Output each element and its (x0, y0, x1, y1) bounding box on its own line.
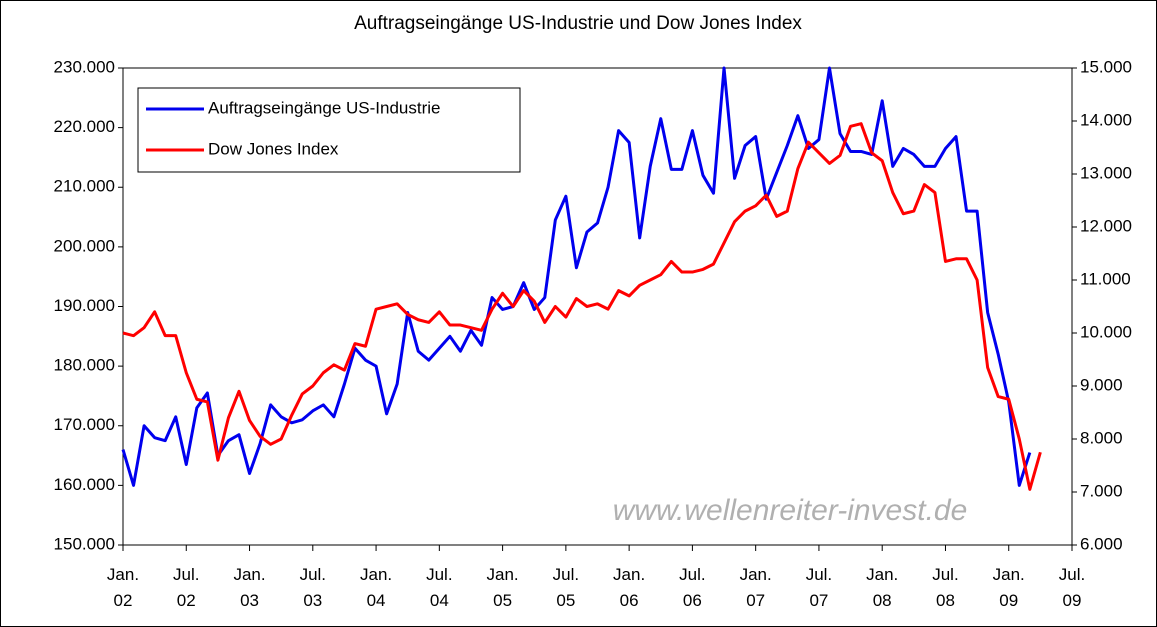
x-tick-label: Jan. 08 (866, 565, 899, 610)
y-tick-label: 170.000 (54, 415, 115, 434)
x-tick-label: Jan. 07 (739, 565, 772, 610)
y-tick-label: 210.000 (54, 177, 115, 196)
x-tick-label: Jul. 02 (173, 565, 200, 610)
x-tick-label: Jan. 05 (486, 565, 519, 610)
x-tick-label: Jan. 03 (233, 565, 266, 610)
x-tick-label: Jan. 02 (106, 565, 140, 610)
line-series (121, 66, 1032, 487)
x-tick-label: Jul. 07 (805, 565, 833, 610)
line-series (122, 122, 1042, 491)
y-tick-label: 190.000 (54, 296, 115, 315)
y-tick-label: 180.000 (54, 356, 115, 375)
watermark: www.wellenreiter-invest.de (613, 494, 968, 527)
x-tick-label: Jul. 05 (552, 565, 580, 610)
x-tick-label: Jan. 04 (359, 565, 393, 610)
x-tick-label: Jan. 09 (992, 565, 1025, 610)
y2-tick-label: 13.000 (1080, 163, 1132, 182)
y-tick-label: 230.000 (54, 57, 115, 76)
y-tick-label: 160.000 (54, 475, 115, 494)
y2-tick-label: 8.000 (1080, 428, 1123, 447)
legend-box (137, 87, 521, 173)
x-tick-label: Jul. 04 (426, 565, 453, 610)
y2-tick-label: 10.000 (1080, 322, 1132, 341)
y2-tick-label: 15.000 (1080, 57, 1132, 76)
y-tick-label: 150.000 (54, 534, 115, 553)
y2-tick-label: 6.000 (1080, 534, 1123, 553)
x-tick-label: Jan. 06 (613, 565, 646, 610)
x-tick-label: Jul. 06 (679, 565, 706, 610)
y-tick-label: 200.000 (54, 236, 115, 255)
y2-tick-label: 11.000 (1080, 269, 1131, 288)
y-tick-label: 220.000 (54, 117, 115, 136)
y2-tick-label: 14.000 (1080, 110, 1132, 129)
chart-title: Auftragseingänge US-Industrie und Dow Jo… (354, 13, 802, 34)
x-tick-label: Jul. 08 (932, 565, 959, 610)
legend-label: Auftragseingänge US-Industrie (208, 98, 440, 117)
legend-label: Dow Jones Index (208, 139, 339, 158)
y2-tick-label: 9.000 (1080, 375, 1123, 394)
x-tick-label: Jul. 03 (299, 565, 327, 610)
y2-tick-label: 12.000 (1080, 216, 1132, 235)
y2-tick-label: 7.000 (1080, 481, 1123, 500)
x-tick-label: Jul. 09 (1058, 565, 1086, 610)
